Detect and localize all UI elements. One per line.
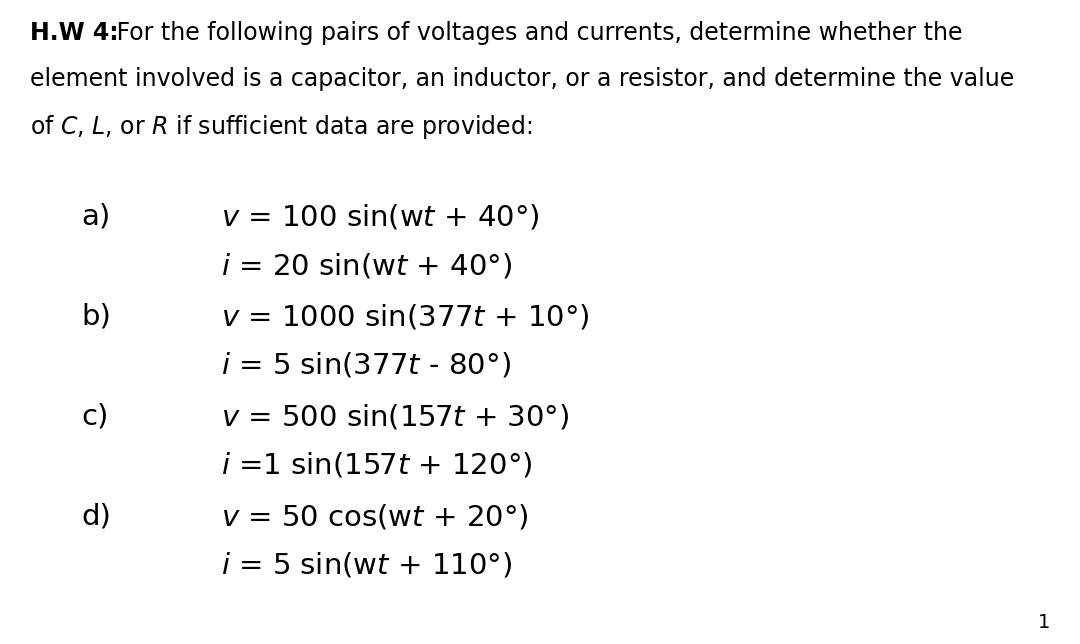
- Text: c): c): [81, 402, 108, 430]
- Text: For the following pairs of voltages and currents, determine whether the: For the following pairs of voltages and …: [109, 21, 962, 44]
- Text: of $\mathit{C}$, $\mathit{L}$, or $\mathit{R}$ if sufficient data are provided:: of $\mathit{C}$, $\mathit{L}$, or $\math…: [30, 113, 532, 141]
- Text: $i$ = 5 sin(377$t$ - 80°): $i$ = 5 sin(377$t$ - 80°): [221, 351, 511, 380]
- Text: $v$ = 50 cos(w$t$ + 20°): $v$ = 50 cos(w$t$ + 20°): [221, 502, 529, 531]
- Text: b): b): [81, 303, 111, 330]
- Text: $v$ = 100 sin(w$t$ + 40°): $v$ = 100 sin(w$t$ + 40°): [221, 203, 540, 232]
- Text: a): a): [81, 203, 110, 231]
- Text: 1: 1: [1038, 613, 1050, 632]
- Text: $v$ = 500 sin(157$t$ + 30°): $v$ = 500 sin(157$t$ + 30°): [221, 402, 570, 431]
- Text: d): d): [81, 502, 111, 530]
- Text: $i$ = 20 sin(w$t$ + 40°): $i$ = 20 sin(w$t$ + 40°): [221, 251, 513, 280]
- Text: element involved is a capacitor, an inductor, or a resistor, and determine the v: element involved is a capacitor, an indu…: [30, 67, 1014, 91]
- Text: $v$ = 1000 sin(377$t$ + 10°): $v$ = 1000 sin(377$t$ + 10°): [221, 303, 590, 332]
- Text: $i$ = 5 sin(w$t$ + 110°): $i$ = 5 sin(w$t$ + 110°): [221, 551, 513, 580]
- Text: H.W 4:: H.W 4:: [30, 21, 119, 44]
- Text: $i$ =1 sin(157$t$ + 120°): $i$ =1 sin(157$t$ + 120°): [221, 451, 532, 480]
